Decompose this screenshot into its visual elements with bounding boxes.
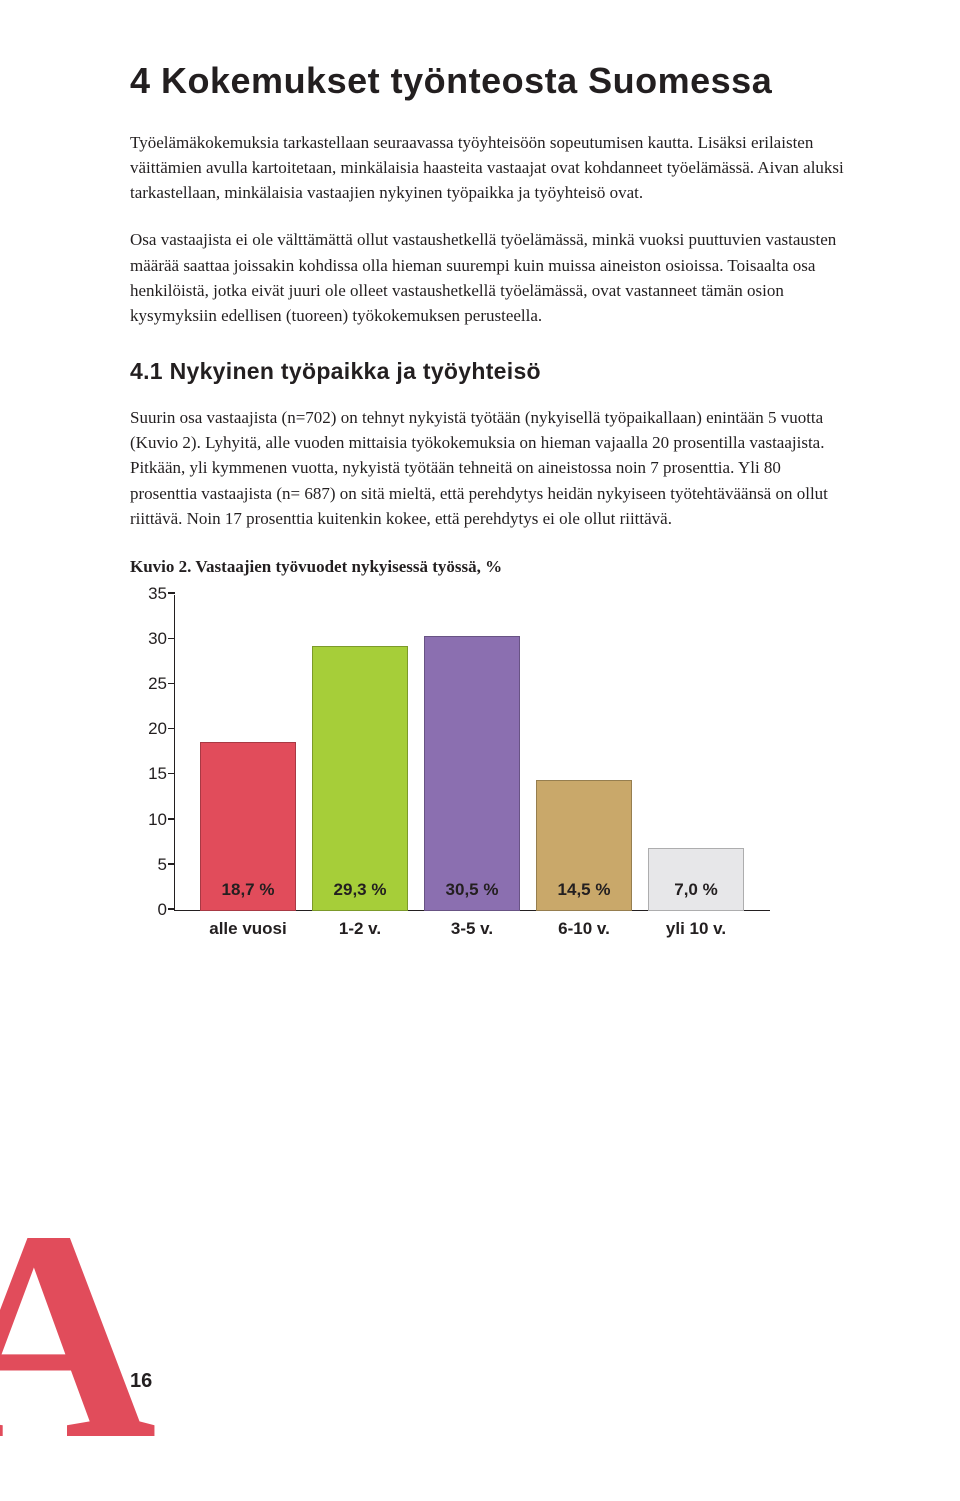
watermark-letter: A (0, 1185, 157, 1485)
bar-value-label: 30,5 % (446, 880, 499, 910)
page-number: 16 (130, 1370, 152, 1393)
x-axis-label: alle vuosi (200, 919, 296, 939)
y-axis-tick-label: 10 (131, 810, 167, 830)
y-axis-tick-label: 15 (131, 764, 167, 784)
intro-paragraph-1: Työelämäkokemuksia tarkastellaan seuraav… (130, 130, 850, 205)
chart-bar: 18,7 % (200, 742, 296, 911)
bar-value-label: 29,3 % (334, 880, 387, 910)
y-axis-tick-label: 0 (131, 900, 167, 920)
bar-value-label: 14,5 % (558, 880, 611, 910)
page-title: 4 Kokemukset työnteosta Suomessa (130, 60, 850, 102)
chart-bar: 30,5 % (424, 636, 520, 911)
section-paragraph: Suurin osa vastaajista (n=702) on tehnyt… (130, 405, 850, 531)
chart-bar: 14,5 % (536, 780, 632, 911)
y-axis-tick-label: 25 (131, 674, 167, 694)
section-heading: 4.1 Nykyinen työpaikka ja työyhteisö (130, 358, 850, 385)
y-axis-tick-label: 30 (131, 629, 167, 649)
bar-chart: 05101520253035 18,7 %29,3 %30,5 %14,5 %7… (130, 595, 770, 939)
intro-paragraph-2: Osa vastaajista ei ole välttämättä ollut… (130, 227, 850, 328)
chart-caption: Kuvio 2. Vastaajien työvuodet nykyisessä… (130, 557, 850, 577)
x-axis-label: 3-5 v. (424, 919, 520, 939)
y-axis-tick-label: 5 (131, 855, 167, 875)
bar-value-label: 7,0 % (674, 880, 717, 910)
x-axis-label: yli 10 v. (648, 919, 744, 939)
chart-bar: 29,3 % (312, 646, 408, 911)
y-axis-tick-label: 20 (131, 719, 167, 739)
x-axis-label: 6-10 v. (536, 919, 632, 939)
bar-value-label: 18,7 % (222, 880, 275, 910)
chart-bar: 7,0 % (648, 848, 744, 911)
y-axis-tick-label: 35 (131, 584, 167, 604)
x-axis-label: 1-2 v. (312, 919, 408, 939)
